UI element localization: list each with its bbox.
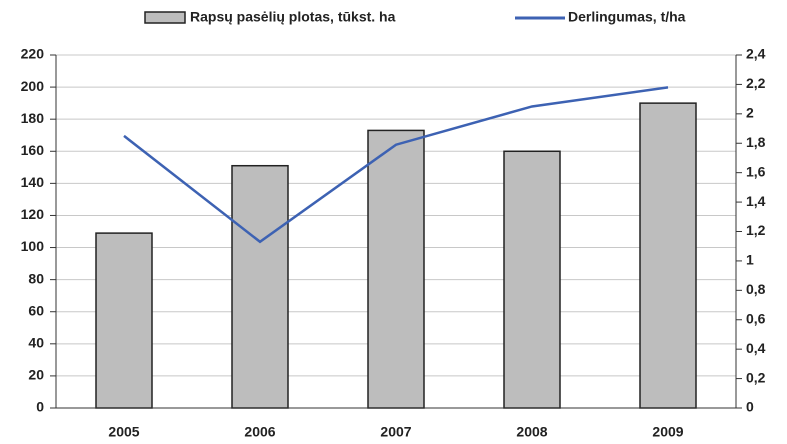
legend-label: Derlingumas, t/ha [568,9,686,25]
y2-tick-label: 1,8 [746,134,766,150]
bar [231,164,289,409]
x-tick-label: 2009 [652,424,683,440]
y-tick-label: 160 [21,142,45,158]
legend-label: Rapsų pasėlių plotas, tūkst. ha [190,9,396,25]
x-tick-label: 2007 [380,424,411,440]
y2-tick-label: 0,4 [746,340,766,356]
y-tick-label: 40 [28,335,44,351]
bar [95,232,153,409]
line [123,86,669,244]
y2-tick-label: 2 [746,105,754,121]
y2-tick-label: 1,4 [746,193,766,209]
y-tick-label: 100 [21,238,45,254]
y2-tick-label: 0 [746,399,754,415]
y2-tick-label: 0,6 [746,310,766,326]
y-tick-label: 180 [21,110,45,126]
y-tick-label: 60 [28,302,44,318]
legend-swatch [144,11,186,24]
y-tick-label: 220 [21,46,45,62]
y2-tick-label: 2,4 [746,46,766,62]
y-tick-label: 120 [21,206,45,222]
y-tick-label: 200 [21,78,45,94]
y2-tick-label: 0,8 [746,281,766,297]
bar [367,129,425,409]
y-tick-label: 80 [28,270,44,286]
y2-tick-label: 1,2 [746,222,766,238]
y2-tick-label: 1,6 [746,163,766,179]
y-tick-label: 0 [36,399,44,415]
y-tick-label: 20 [28,367,44,383]
y2-tick-label: 1 [746,252,754,268]
x-tick-label: 2006 [244,424,275,440]
y-tick-label: 140 [21,174,45,190]
y2-tick-label: 2,2 [746,75,766,91]
bar [639,102,697,409]
y2-tick-label: 0,2 [746,369,766,385]
x-tick-label: 2005 [108,424,139,440]
bar [503,150,561,409]
x-tick-label: 2008 [516,424,547,440]
